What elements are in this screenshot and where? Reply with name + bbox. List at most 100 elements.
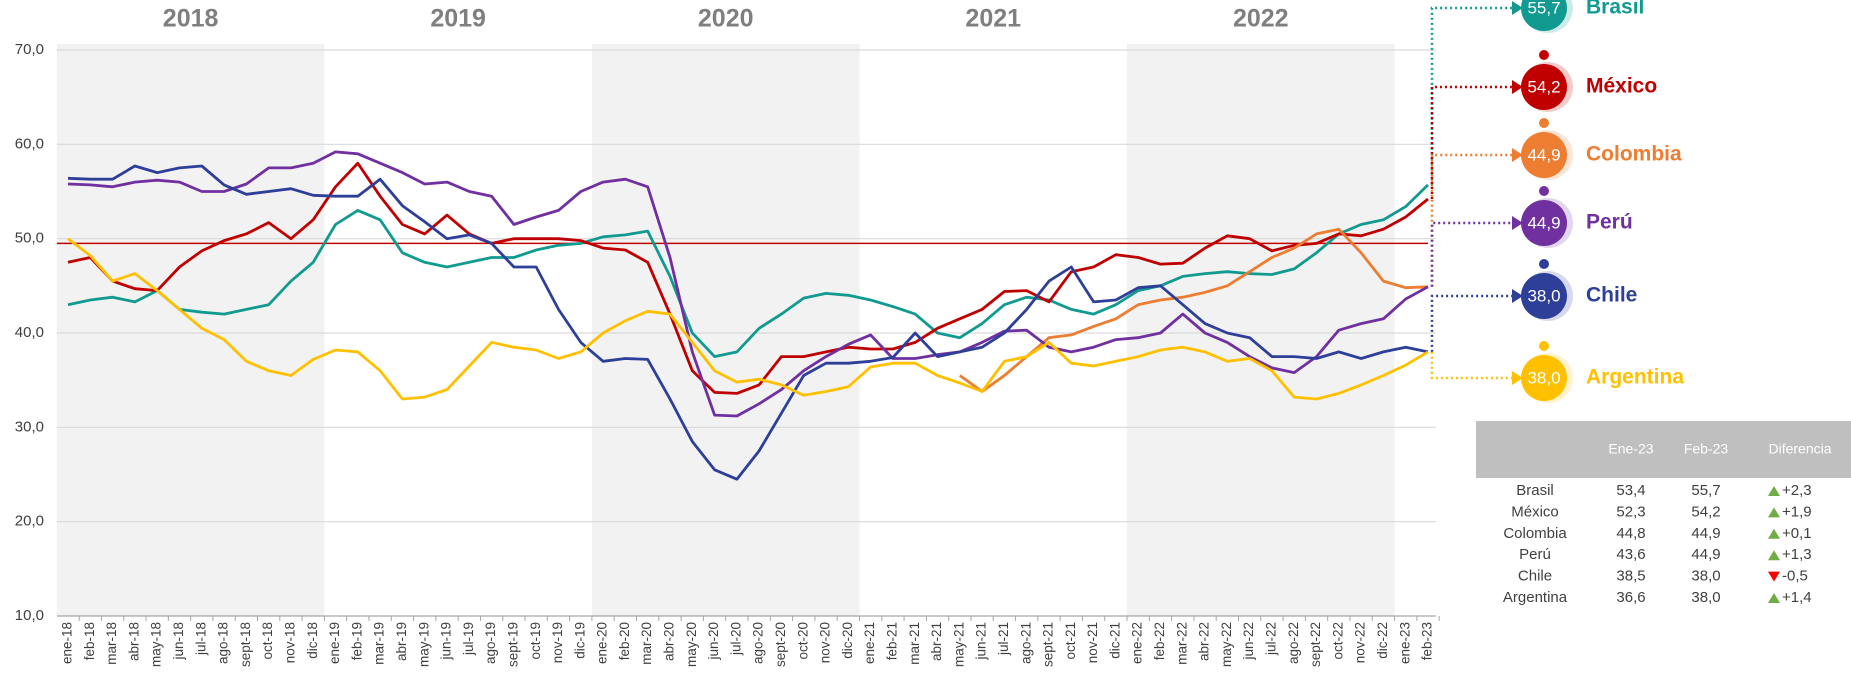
x-tick-label: mar-21 <box>907 622 922 665</box>
x-tick-label: oct-22 <box>1330 622 1345 660</box>
table-cell: +0,1 <box>1782 525 1812 542</box>
y-tick-label: 70,0 <box>15 41 44 58</box>
x-tick-label: nov-21 <box>1085 622 1100 663</box>
arrow-head <box>1512 216 1523 230</box>
table-header <box>1476 421 1851 478</box>
x-tick-label: nov-20 <box>818 622 833 663</box>
triangle-up <box>1768 507 1780 518</box>
table-cell: Argentina <box>1503 589 1568 606</box>
year-band <box>1127 44 1395 616</box>
x-tick-label: ago-18 <box>216 622 231 664</box>
year-band <box>56 44 325 616</box>
x-tick-label: jun-22 <box>1241 622 1256 661</box>
table-cell: Perú <box>1519 546 1551 563</box>
y-tick-label: 50,0 <box>15 230 44 247</box>
table-cell: Brasil <box>1516 482 1554 499</box>
bubble <box>1521 64 1567 110</box>
connector <box>1430 6 1512 185</box>
x-tick-label: jun-18 <box>171 622 186 661</box>
x-tick-label: abr-22 <box>1197 622 1212 661</box>
x-tick-label: feb-19 <box>349 622 364 660</box>
x-tick-label: feb-23 <box>1420 622 1435 660</box>
connector <box>1430 85 1512 200</box>
bubble-dot <box>1539 186 1549 196</box>
series-line <box>67 150 1429 418</box>
x-tick-label: oct-20 <box>795 622 810 660</box>
connector <box>1430 221 1512 287</box>
bubble-label: 38,0 <box>1527 368 1560 387</box>
x-tick-label: abr-18 <box>126 622 141 661</box>
x-tick-label: nov-18 <box>283 622 298 663</box>
x-tick-label: ene-20 <box>595 622 610 664</box>
bubble-label: 55,7 <box>1527 0 1560 17</box>
y-tick-label: 20,0 <box>15 513 44 530</box>
x-tick-label: mar-22 <box>1174 622 1189 665</box>
arrow-head <box>1512 80 1523 94</box>
bubble <box>1521 200 1567 246</box>
x-tick-label: jul-22 <box>1263 622 1278 656</box>
table-cell: 55,7 <box>1691 482 1720 499</box>
x-tick-label: abr-21 <box>929 622 944 661</box>
table-cell: 44,9 <box>1691 525 1720 542</box>
x-tick-label: ago-22 <box>1286 622 1301 664</box>
x-tick-label: sept-22 <box>1308 622 1323 667</box>
table-header-cell: Feb-23 <box>1684 441 1729 457</box>
table-cell: 44,9 <box>1691 546 1720 563</box>
x-tick-label: may-20 <box>684 622 699 667</box>
series-line <box>67 237 1429 401</box>
x-tick-label: ene-19 <box>327 622 342 664</box>
x-tick-label: mar-18 <box>104 622 119 665</box>
x-tick-label: abr-20 <box>662 622 677 661</box>
x-tick-label: ene-21 <box>862 622 877 664</box>
x-tick-label: jun-19 <box>439 622 454 661</box>
legend-label: Brasil <box>1586 0 1644 19</box>
legend-label: México <box>1586 75 1657 98</box>
x-tick-label: ene-22 <box>1130 622 1145 664</box>
table-cell: -0,5 <box>1782 568 1808 585</box>
arrow-head <box>1512 148 1523 162</box>
x-tick-label: nov-19 <box>550 622 565 663</box>
x-tick-label: jun-20 <box>706 622 721 661</box>
x-tick-label: feb-18 <box>82 622 97 660</box>
table-cell: 44,8 <box>1616 525 1645 542</box>
x-tick-label: sept-20 <box>773 622 788 667</box>
series-line <box>67 183 1429 358</box>
year-label: 2022 <box>1233 5 1289 33</box>
x-tick-label: may-21 <box>951 622 966 667</box>
series-line <box>67 161 1429 395</box>
y-tick-label: 40,0 <box>15 324 44 341</box>
year-band <box>591 44 860 616</box>
arrow-head <box>1512 1 1523 15</box>
x-tick-label: oct-19 <box>528 622 543 660</box>
table-cell: 38,0 <box>1691 589 1720 606</box>
triangle-up <box>1768 528 1780 539</box>
x-tick-label: may-19 <box>416 622 431 667</box>
table-cell: +2,3 <box>1782 482 1812 499</box>
table-cell: Colombia <box>1503 525 1567 542</box>
arrow-head <box>1512 289 1523 303</box>
x-tick-label: jul-20 <box>728 622 743 656</box>
x-tick-label: jul-18 <box>193 622 208 656</box>
x-tick-label: feb-21 <box>884 622 899 660</box>
x-tick-label: sept-18 <box>238 622 253 667</box>
bubble-dot <box>1539 118 1549 128</box>
legend-label: Colombia <box>1586 143 1682 166</box>
triangle-down <box>1768 571 1780 582</box>
x-tick-label: dic-18 <box>305 622 320 659</box>
x-tick-label: ene-23 <box>1397 622 1412 664</box>
bubble-label: 44,9 <box>1527 213 1560 232</box>
x-tick-label: dic-22 <box>1375 622 1390 659</box>
bubble-label: 44,9 <box>1527 145 1560 164</box>
x-tick-label: ago-19 <box>483 622 498 664</box>
x-tick-label: feb-20 <box>617 622 632 660</box>
x-tick-label: feb-22 <box>1152 622 1167 660</box>
table-cell: 36,6 <box>1616 589 1645 606</box>
x-tick-label: may-22 <box>1219 622 1234 667</box>
year-label: 2020 <box>698 5 754 33</box>
bubble-dot <box>1539 50 1549 60</box>
table-cell: +1,9 <box>1782 503 1812 520</box>
table-cell: 38,5 <box>1616 568 1645 585</box>
triangle-up <box>1768 486 1780 496</box>
bubble-dot <box>1539 341 1549 351</box>
series-line <box>67 164 1429 481</box>
